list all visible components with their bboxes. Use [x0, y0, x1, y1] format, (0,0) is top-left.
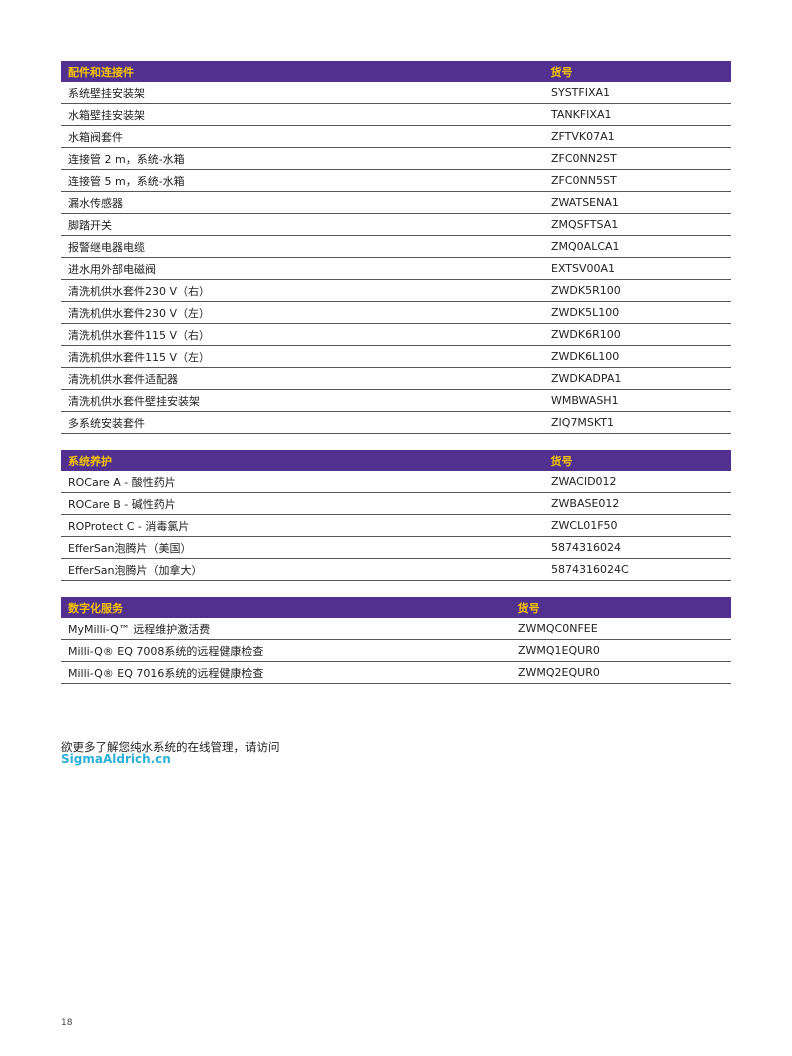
item-name: 系统壁挂安装架: [61, 82, 544, 104]
item-name: 清洗机供水套件壁挂安装架: [61, 389, 544, 412]
item-code: SYSTFIXA1: [543, 82, 731, 104]
col-header: 配件和连接件: [61, 61, 544, 82]
table-row: 清洗机供水套件115 V（左） ZWDK6L100: [61, 345, 731, 368]
col-header: 货号: [543, 450, 731, 471]
item-code: ZMQSFTSA1: [543, 213, 731, 236]
item-name: EfferSan泡腾片（美国）: [61, 536, 544, 559]
table-row: EfferSan泡腾片（加拿大） 5874316024C: [61, 558, 731, 581]
item-code: ZWMQ1EQUR0: [510, 639, 731, 662]
item-name: 清洗机供水套件适配器: [61, 367, 544, 390]
item-name: 漏水传感器: [61, 191, 544, 214]
table-row: ROCare A - 酸性药片 ZWACID012: [61, 471, 731, 493]
col-header: 货号: [543, 61, 731, 82]
item-name: Milli-Q® EQ 7016系统的远程健康检查: [61, 661, 511, 684]
item-code: ZWDKADPA1: [543, 367, 731, 390]
item-code: ZWDK5L100: [543, 301, 731, 324]
info-note: 欲更多了解您纯水系统的在线管理，请访问: [61, 740, 280, 754]
item-code: ZWMQC0NFEE: [510, 618, 731, 640]
digital-services-table: 数字化服务 货号 MyMilli-Q™ 远程维护激活费 ZWMQC0NFEE Milli…: [61, 597, 731, 684]
item-code: TANKFIXA1: [543, 103, 731, 126]
table-row: 连接管 2 m，系统-水箱 ZFC0NN2ST: [61, 147, 731, 170]
table-row: Milli-Q® EQ 7008系统的远程健康检查 ZWMQ1EQUR0: [61, 639, 731, 662]
table-row: 多系统安装套件 ZIQ7MSKT1: [61, 411, 731, 434]
item-code: ZWDK6L100: [543, 345, 731, 368]
item-name: ROProtect C - 消毒氯片: [61, 514, 544, 537]
item-code: ZWDK6R100: [543, 323, 731, 346]
item-name: 多系统安装套件: [61, 411, 544, 434]
item-code: 5874316024: [543, 536, 731, 559]
item-name: 清洗机供水套件115 V（左）: [61, 345, 544, 368]
item-code: ZFC0NN5ST: [543, 169, 731, 192]
item-name: 连接管 5 m，系统-水箱: [61, 169, 544, 192]
table-row: 漏水传感器 ZWATSENA1: [61, 191, 731, 214]
item-code: ZWDK5R100: [543, 279, 731, 302]
table-row: ROCare B - 碱性药片 ZWBASE012: [61, 492, 731, 515]
item-name: EfferSan泡腾片（加拿大）: [61, 558, 544, 581]
table-row: 水箱阀套件 ZFTVK07A1: [61, 125, 731, 148]
item-name: 进水用外部电磁阀: [61, 257, 544, 280]
page-number: 18: [61, 1018, 73, 1028]
table-row: MyMilli-Q™ 远程维护激活费 ZWMQC0NFEE: [61, 618, 731, 640]
item-code: ZWATSENA1: [543, 191, 731, 214]
table-row: EfferSan泡腾片（美国） 5874316024: [61, 536, 731, 559]
item-name: Milli-Q® EQ 7008系统的远程健康检查: [61, 639, 511, 662]
table-row: 清洗机供水套件115 V（右） ZWDK6R100: [61, 323, 731, 346]
item-name: ROCare A - 酸性药片: [61, 471, 544, 493]
item-name: MyMilli-Q™ 远程维护激活费: [61, 618, 511, 640]
col-header: 货号: [510, 597, 731, 618]
item-name: 清洗机供水套件230 V（左）: [61, 301, 544, 324]
table-row: 进水用外部电磁阀 EXTSV00A1: [61, 257, 731, 280]
table-row: 脚踏开关 ZMQSFTSA1: [61, 213, 731, 236]
item-code: ZWCL01F50: [543, 514, 731, 537]
table-row: 报警继电器电缆 ZMQ0ALCA1: [61, 235, 731, 258]
item-name: ROCare B - 碱性药片: [61, 492, 544, 515]
accessories-table: 配件和连接件 货号 系统壁挂安装架 SYSTFIXA1 水箱壁挂安装架 TANKFIXA1…: [61, 61, 731, 434]
table-row: Milli-Q® EQ 7016系统的远程健康检查 ZWMQ2EQUR0: [61, 661, 731, 684]
item-name: 清洗机供水套件230 V（右）: [61, 279, 544, 302]
item-name: 清洗机供水套件115 V（右）: [61, 323, 544, 346]
table-row: 清洗机供水套件适配器 ZWDKADPA1: [61, 367, 731, 390]
item-name: 脚踏开关: [61, 213, 544, 236]
col-header: 系统养护: [61, 450, 544, 471]
item-name: 报警继电器电缆: [61, 235, 544, 258]
item-code: ZFTVK07A1: [543, 125, 731, 148]
table-row: 清洗机供水套件230 V（右） ZWDK5R100: [61, 279, 731, 302]
item-code: WMBWASH1: [543, 389, 731, 412]
table-row: 水箱壁挂安装架 TANKFIXA1: [61, 103, 731, 126]
item-name: 水箱阀套件: [61, 125, 544, 148]
item-code: EXTSV00A1: [543, 257, 731, 280]
item-code: 5874316024C: [543, 558, 731, 581]
table-row: 连接管 5 m，系统-水箱 ZFC0NN5ST: [61, 169, 731, 192]
item-code: ZWMQ2EQUR0: [510, 661, 731, 684]
item-code: ZFC0NN2ST: [543, 147, 731, 170]
item-code: ZWBASE012: [543, 492, 731, 515]
item-code: ZMQ0ALCA1: [543, 235, 731, 258]
item-name: 连接管 2 m，系统-水箱: [61, 147, 544, 170]
table-row: ROProtect C - 消毒氯片 ZWCL01F50: [61, 514, 731, 537]
item-code: ZWACID012: [543, 471, 731, 493]
item-code: ZIQ7MSKT1: [543, 411, 731, 434]
website-link[interactable]: SigmaAldrich.cn: [61, 752, 171, 766]
table-row: 清洗机供水套件230 V（左） ZWDK5L100: [61, 301, 731, 324]
col-header: 数字化服务: [61, 597, 511, 618]
maintenance-table: 系统养护 货号 ROCare A - 酸性药片 ZWACID012 ROCare B -…: [61, 450, 731, 581]
table-row: 清洗机供水套件壁挂安装架 WMBWASH1: [61, 389, 731, 412]
table-row: 系统壁挂安装架 SYSTFIXA1: [61, 82, 731, 104]
item-name: 水箱壁挂安装架: [61, 103, 544, 126]
